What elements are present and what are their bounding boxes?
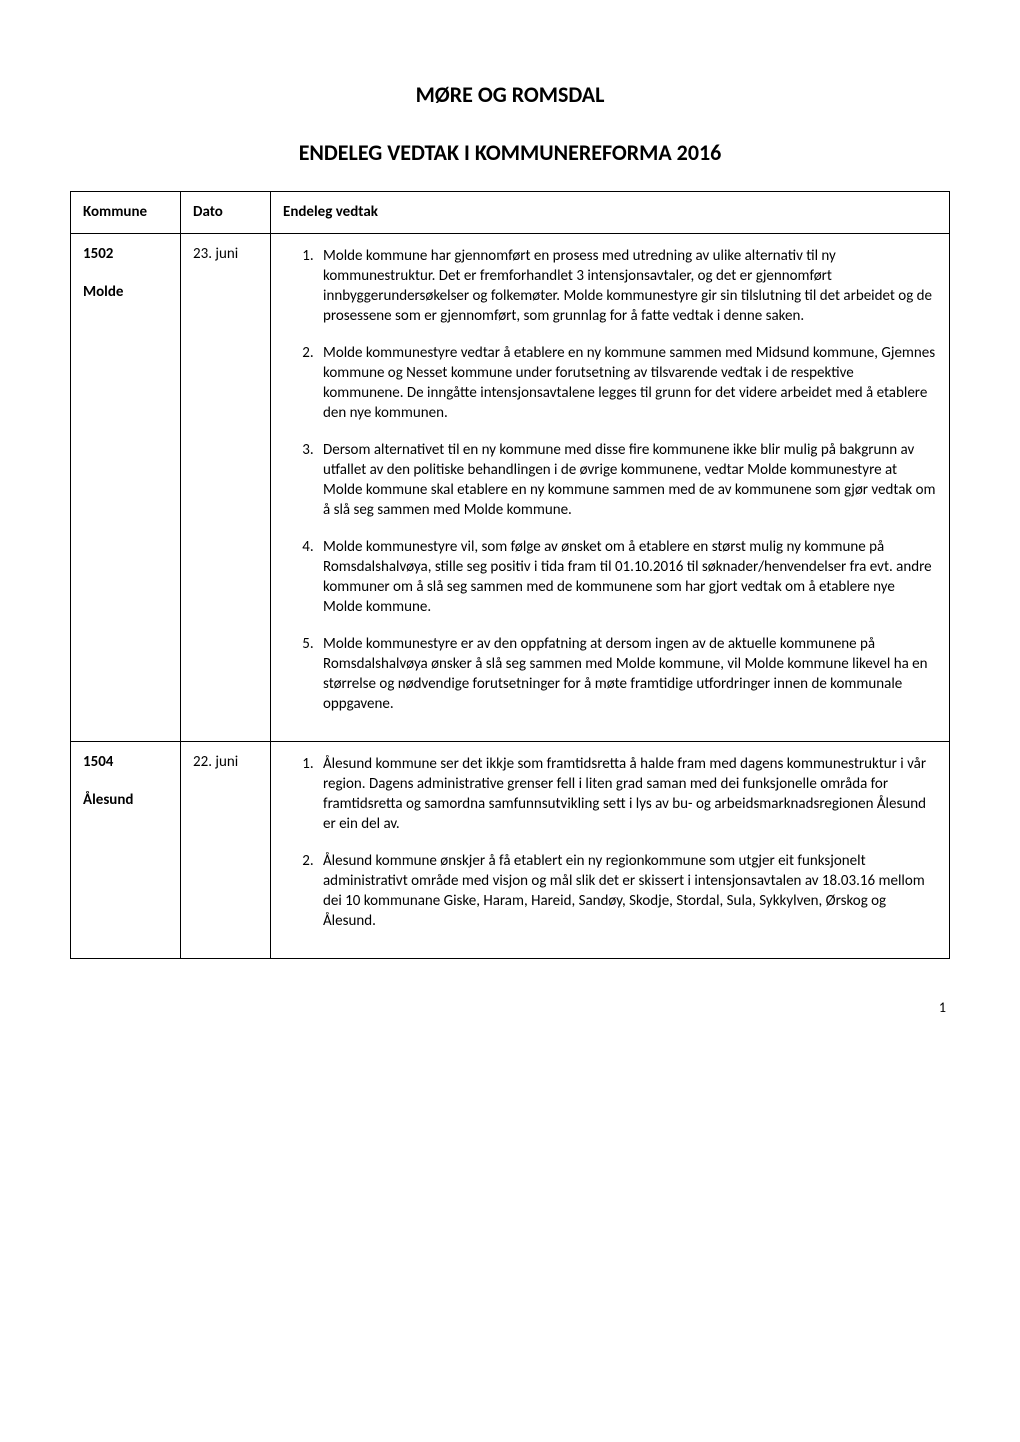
- vedtak-table: Kommune Dato Endeleg vedtak 1502 Molde 2…: [70, 191, 950, 958]
- page-subtitle: ENDELEG VEDTAK I KOMMUNEREFORMA 2016: [70, 138, 950, 168]
- vedtak-item: Ålesund kommune ønskjer å få etablert ei…: [317, 851, 937, 932]
- vedtak-list: Ålesund kommune ser det ikkje som framti…: [283, 754, 937, 932]
- cell-vedtak: Ålesund kommune ser det ikkje som framti…: [271, 741, 950, 958]
- col-header-kommune: Kommune: [71, 192, 181, 233]
- table-header-row: Kommune Dato Endeleg vedtak: [71, 192, 950, 233]
- vedtak-item: Ålesund kommune ser det ikkje som framti…: [317, 754, 937, 835]
- cell-kommune: 1502 Molde: [71, 233, 181, 741]
- vedtak-list: Molde kommune har gjennomført en prosess…: [283, 246, 937, 715]
- table-row: 1504 Ålesund 22. juni Ålesund kommune se…: [71, 741, 950, 958]
- kommune-nr: 1502: [83, 244, 168, 264]
- col-header-vedtak: Endeleg vedtak: [271, 192, 950, 233]
- vedtak-item: Molde kommunestyre vil, som følge av øns…: [317, 537, 937, 618]
- cell-dato: 22. juni: [181, 741, 271, 958]
- kommune-name: Ålesund: [83, 791, 133, 809]
- col-header-dato: Dato: [181, 192, 271, 233]
- page-title: MØRE OG ROMSDAL: [70, 80, 950, 110]
- kommune-nr: 1504: [83, 752, 168, 772]
- table-row: 1502 Molde 23. juni Molde kommune har gj…: [71, 233, 950, 741]
- cell-kommune: 1504 Ålesund: [71, 741, 181, 958]
- page-number: 1: [70, 999, 950, 1018]
- vedtak-item: Molde kommunestyre er av den oppfatning …: [317, 634, 937, 715]
- vedtak-item: Dersom alternativet til en ny kommune me…: [317, 440, 937, 521]
- vedtak-item: Molde kommune har gjennomført en prosess…: [317, 246, 937, 327]
- kommune-name: Molde: [83, 283, 123, 301]
- cell-vedtak: Molde kommune har gjennomført en prosess…: [271, 233, 950, 741]
- vedtak-item: Molde kommunestyre vedtar å etablere en …: [317, 343, 937, 424]
- cell-dato: 23. juni: [181, 233, 271, 741]
